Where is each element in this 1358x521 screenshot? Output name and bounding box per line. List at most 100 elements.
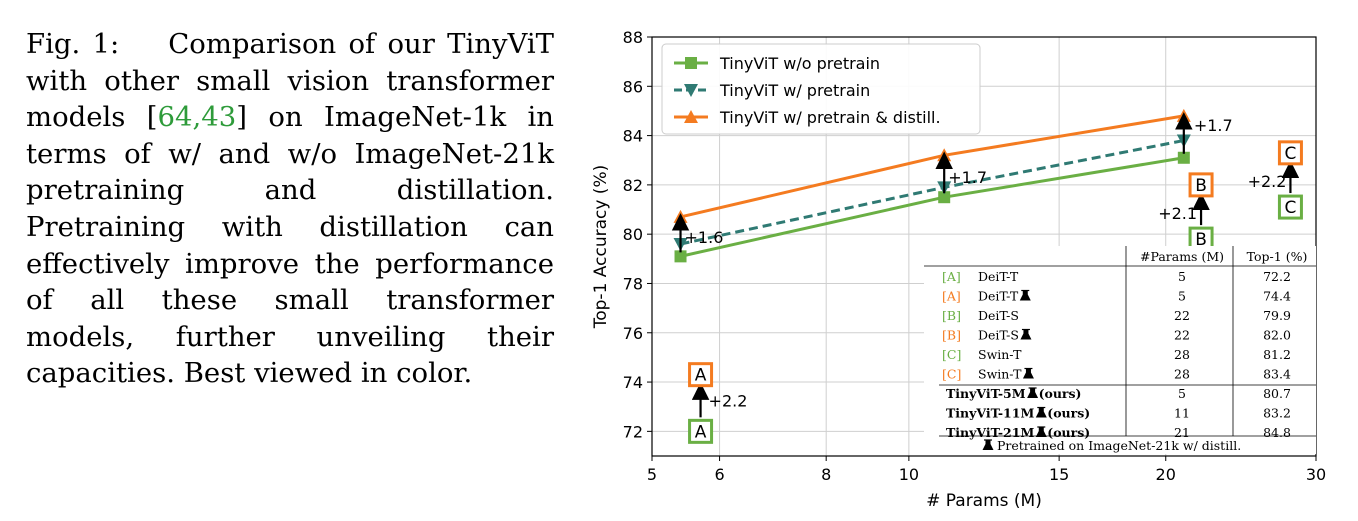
y-tick-label: 76 xyxy=(623,324,643,343)
table-row-tag: [B] xyxy=(942,308,961,323)
table-cell-params: 28 xyxy=(1174,367,1190,382)
table-row-name: Swin-T xyxy=(978,347,1022,362)
y-tick-label: 84 xyxy=(623,127,643,146)
results-table: #Params (M) Top-1 (%) [A] DeiT-T 5 72.2 [A] Dei… xyxy=(924,246,1316,454)
series-point-0 xyxy=(938,191,951,204)
table-cell-params: 5 xyxy=(1178,386,1186,401)
flask-icon xyxy=(1019,289,1031,301)
chart-annotations: +1.6 +1.7 +1.7 +2.2 +2.1 +2.2 xyxy=(671,112,1300,418)
series-line-1 xyxy=(680,139,1185,246)
flask-icon xyxy=(1020,328,1032,340)
model-box-label: C xyxy=(1284,144,1296,164)
y-tick-label: 88 xyxy=(623,28,643,47)
flask-shape xyxy=(1022,368,1034,379)
table-row-name: DeiT-T xyxy=(978,289,1019,304)
table-cell-top1: 82.0 xyxy=(1263,328,1291,343)
delta-label: +2.2 xyxy=(709,392,748,411)
table-row-name: DeiT-S xyxy=(978,308,1019,323)
table-row-tag: [A] xyxy=(942,289,961,304)
flask-shape xyxy=(1035,427,1047,437)
y-tick-label: 74 xyxy=(623,373,643,392)
flask-shape xyxy=(1020,329,1032,340)
x-tick-label: 5 xyxy=(647,465,657,484)
table-row-tag: [A] xyxy=(942,269,961,284)
model-box xyxy=(1188,172,1214,198)
table-cell-top1: 74.4 xyxy=(1263,289,1291,304)
table-cell-params: 5 xyxy=(1178,289,1186,304)
legend-marker xyxy=(684,84,698,97)
x-tick-label: 15 xyxy=(1049,465,1069,484)
table-row-tag: [C] xyxy=(942,347,961,362)
footnote-flask-icon xyxy=(982,439,994,450)
table-cell-top1: 80.7 xyxy=(1263,386,1291,401)
flask-icon xyxy=(1022,367,1034,379)
x-tick-label: 20 xyxy=(1156,465,1176,484)
x-tick-label: 8 xyxy=(821,465,831,484)
table-row-tag: [B] xyxy=(942,328,961,343)
series-point-0 xyxy=(674,250,687,263)
figure-caption: Fig. 1: Comparison of our TinyViT with o… xyxy=(26,26,554,392)
table-footnote: Pretrained on ImageNet-21k w/ distill. xyxy=(997,438,1241,453)
y-tick-label: 86 xyxy=(623,77,643,96)
model-box-label: C xyxy=(1284,198,1296,218)
model-box xyxy=(688,362,714,388)
table-header: Top-1 (%) xyxy=(1247,249,1308,264)
series-line-0 xyxy=(680,156,1185,258)
table-row-suffix: (ours) xyxy=(1039,386,1082,401)
table-cell-params: 28 xyxy=(1174,347,1190,362)
x-tick-label: 30 xyxy=(1306,465,1326,484)
model-box xyxy=(1277,194,1303,220)
series-point-0 xyxy=(1177,151,1190,164)
table-header: #Params (M) xyxy=(1140,249,1224,264)
table-cell-top1: 84.8 xyxy=(1263,425,1291,440)
table-row-suffix: (ours) xyxy=(1047,406,1090,421)
table-cell-params: 22 xyxy=(1174,308,1190,323)
model-box xyxy=(688,418,714,444)
caption-text-before: Comparison of our TinyViT with other sma… xyxy=(26,28,554,134)
table-cell-top1: 83.2 xyxy=(1263,406,1291,421)
table-row-name: TinyViT-5M xyxy=(946,386,1026,401)
chart-model-boxes: A A B B C C xyxy=(688,140,1303,444)
table-cell-top1: 79.9 xyxy=(1263,308,1291,323)
chart-legend: TinyViT w/o pretrain TinyViT w/ pretrain T… xyxy=(661,43,981,135)
flask-shape xyxy=(1019,290,1031,301)
y-tick-label: 82 xyxy=(623,176,643,195)
model-box-label: B xyxy=(1195,176,1207,196)
delta-label: +1.7 xyxy=(948,168,987,187)
caption-citation-link[interactable]: 64,43 xyxy=(157,101,237,134)
legend-marker xyxy=(684,110,698,123)
table-cell-top1: 72.2 xyxy=(1263,269,1291,284)
flask-icon xyxy=(1027,387,1039,398)
model-box xyxy=(1277,140,1303,166)
legend-frame xyxy=(661,43,981,135)
x-tick-label: 6 xyxy=(714,465,724,484)
flask-icon xyxy=(1035,426,1047,437)
legend-label: TinyViT w/ pretrain & distill. xyxy=(719,108,941,127)
table-background xyxy=(924,246,1316,454)
delta-label: +1.6 xyxy=(685,228,724,247)
delta-label: +1.7 xyxy=(1194,116,1233,135)
table-cell-top1: 83.4 xyxy=(1263,367,1291,382)
table-row-name: Swin-T xyxy=(978,367,1022,382)
table-row-tag: [C] xyxy=(942,367,961,382)
table-cell-params: 5 xyxy=(1178,269,1186,284)
x-axis-title: # Params (M) xyxy=(926,491,1042,511)
y-tick-label: 72 xyxy=(623,422,643,441)
y-tick-label: 80 xyxy=(623,225,643,244)
x-tick-label: 10 xyxy=(899,465,919,484)
caption-prefix: Fig. 1: xyxy=(26,28,120,60)
model-box-label: A xyxy=(695,366,707,386)
table-row-name: TinyViT-11M xyxy=(946,406,1034,421)
legend-label: TinyViT w/ pretrain xyxy=(719,81,870,100)
flask-shape xyxy=(982,440,994,450)
chart-axes: 5 6 8 10 15 20 30 72 74 76 78 80 82 84 86 88 # Params (M… xyxy=(591,28,1326,511)
table-row-name: DeiT-S xyxy=(978,328,1019,343)
model-box-label: A xyxy=(695,422,707,442)
delta-label: +2.1 xyxy=(1158,204,1197,223)
table-cell-top1: 81.2 xyxy=(1263,347,1291,362)
table-cell-params: 11 xyxy=(1174,406,1190,421)
table-row-name: DeiT-T xyxy=(978,269,1019,284)
delta-label: +2.2 xyxy=(1248,172,1287,191)
flask-shape xyxy=(1035,407,1047,418)
